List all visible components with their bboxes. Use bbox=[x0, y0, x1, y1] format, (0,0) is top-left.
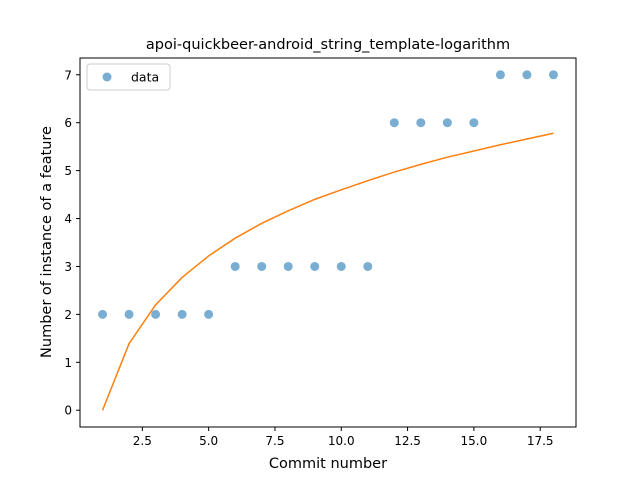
data-point bbox=[548, 70, 558, 80]
legend-marker-data bbox=[102, 72, 112, 82]
data-point bbox=[98, 309, 108, 319]
data-point bbox=[416, 118, 426, 128]
x-tick-label: 12.5 bbox=[394, 434, 421, 448]
data-point bbox=[442, 118, 452, 128]
data-point bbox=[257, 261, 267, 271]
data-point bbox=[336, 261, 346, 271]
chart-title: apoi-quickbeer-android_string_template-l… bbox=[146, 37, 510, 53]
data-point bbox=[469, 118, 479, 128]
data-point bbox=[310, 261, 320, 271]
legend-label-data: data bbox=[131, 70, 159, 85]
y-tick-label: 5 bbox=[64, 164, 72, 178]
y-tick-label: 2 bbox=[64, 308, 72, 322]
data-point bbox=[389, 118, 399, 128]
y-tick-label: 1 bbox=[64, 356, 72, 370]
data-point bbox=[151, 309, 161, 319]
data-point bbox=[177, 309, 187, 319]
x-tick-label: 15.0 bbox=[461, 434, 488, 448]
x-tick-label: 2.5 bbox=[133, 434, 152, 448]
y-tick-label: 3 bbox=[64, 260, 72, 274]
data-point bbox=[522, 70, 532, 80]
x-axis-label: Commit number bbox=[269, 456, 387, 472]
plot-frame bbox=[79, 57, 577, 428]
x-tick-label: 7.5 bbox=[265, 434, 284, 448]
plot-area bbox=[80, 58, 576, 427]
data-point bbox=[363, 261, 373, 271]
y-axis-label: Number of instance of a feature bbox=[39, 126, 55, 358]
data-point bbox=[124, 309, 134, 319]
y-tick-label: 4 bbox=[64, 212, 72, 226]
data-point bbox=[283, 261, 293, 271]
y-tick-label: 0 bbox=[64, 404, 72, 418]
y-axis-ticks: 0 1 2 3 4 5 6 7 bbox=[64, 68, 80, 418]
x-axis-ticks: 2.5 5.0 7.5 10.0 12.5 15.0 17.5 bbox=[133, 427, 554, 448]
x-tick-label: 5.0 bbox=[199, 434, 218, 448]
data-point bbox=[230, 261, 240, 271]
data-point bbox=[204, 309, 214, 319]
y-tick-label: 6 bbox=[64, 116, 72, 130]
legend: data bbox=[86, 63, 171, 91]
x-tick-label: 10.0 bbox=[328, 434, 355, 448]
y-tick-label: 7 bbox=[64, 68, 72, 82]
legend-box bbox=[86, 63, 171, 91]
data-point bbox=[495, 70, 505, 80]
x-tick-label: 17.5 bbox=[527, 434, 554, 448]
chart-marks bbox=[98, 70, 558, 411]
fit-line bbox=[101, 132, 554, 411]
